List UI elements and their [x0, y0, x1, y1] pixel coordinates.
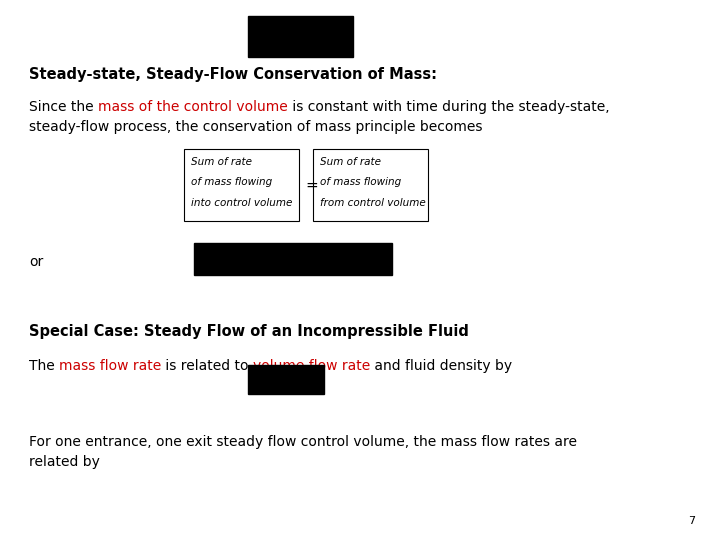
- Text: is constant with time during the steady-state,: is constant with time during the steady-…: [287, 100, 609, 114]
- Text: is related to: is related to: [161, 359, 253, 373]
- FancyBboxPatch shape: [313, 148, 428, 221]
- Text: mass of the control volume: mass of the control volume: [98, 100, 287, 114]
- Text: 7: 7: [688, 516, 695, 526]
- Bar: [248, 364, 324, 394]
- Text: Steady-state, Steady-Flow Conservation of Mass:: Steady-state, Steady-Flow Conservation o…: [29, 68, 437, 83]
- FancyBboxPatch shape: [184, 148, 299, 221]
- Text: Special Case: Steady Flow of an Incompressible Fluid: Special Case: Steady Flow of an Incompre…: [29, 324, 469, 339]
- Text: Since the: Since the: [29, 100, 98, 114]
- Text: Sum of rate: Sum of rate: [191, 157, 252, 167]
- Text: from control volume: from control volume: [320, 198, 426, 208]
- Text: steady-flow process, the conservation of mass principle becomes: steady-flow process, the conservation of…: [29, 120, 482, 134]
- Text: =: =: [305, 178, 318, 192]
- Text: volume flow rate: volume flow rate: [253, 359, 370, 373]
- Text: For one entrance, one exit steady flow control volume, the mass flow rates are: For one entrance, one exit steady flow c…: [29, 435, 577, 449]
- Text: of mass flowing: of mass flowing: [191, 177, 272, 187]
- Text: related by: related by: [29, 455, 99, 469]
- Text: or: or: [29, 255, 43, 269]
- Text: mass flow rate: mass flow rate: [59, 359, 161, 373]
- Text: Sum of rate: Sum of rate: [320, 157, 382, 167]
- Text: and fluid density by: and fluid density by: [370, 359, 513, 373]
- Text: of mass flowing: of mass flowing: [320, 177, 402, 187]
- Bar: [194, 243, 392, 275]
- Text: The: The: [29, 359, 59, 373]
- Bar: [248, 16, 353, 57]
- Text: into control volume: into control volume: [191, 198, 292, 208]
